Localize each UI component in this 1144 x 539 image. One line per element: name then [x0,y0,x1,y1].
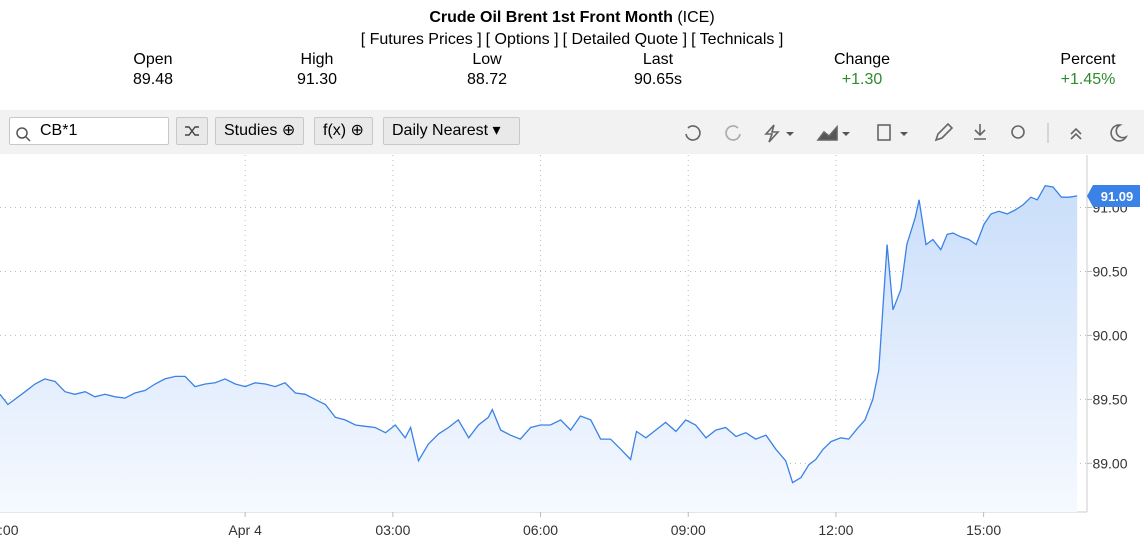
redo-icon[interactable] [725,125,741,141]
quote-value: 89.48 [132,71,174,88]
compare-button[interactable] [176,117,208,145]
y-tick-label: 89.00 [1092,455,1127,471]
x-tick-label: Apr 4 [228,522,262,538]
x-tick-label: 15:00 [966,522,1001,538]
header-link[interactable]: [ Futures Prices ] [360,31,482,48]
x-tick-label: 06:00 [523,522,558,538]
studies-label: Studies [224,122,278,139]
settings-icon[interactable] [1011,125,1025,139]
fx-label: f(x) [323,122,347,139]
collapse-icon[interactable] [1070,127,1082,140]
header-link[interactable]: [ Detailed Quote ] [562,31,688,48]
chart-type-icon[interactable] [816,124,838,141]
toolbar: CB*1 Studies ⊕ f(x) ⊕ Daily Nearest ▾ [0,110,1144,154]
quote-value: 88.72 [466,71,508,88]
quote-label: Change [833,51,891,68]
period-dropdown[interactable]: Daily Nearest ▾ [383,117,520,145]
theme-icon[interactable] [1110,124,1129,142]
x-tick-label: 03:00 [375,522,410,538]
toolbar-icons [685,122,1129,143]
price-line [0,184,1078,484]
area-fill [0,185,1078,512]
quote-label: Last [642,51,674,68]
header-link[interactable]: [ Technicals ] [691,31,784,48]
shuffle-icon [185,126,199,136]
quote-value: 91.30 [296,71,338,88]
title: Crude Oil Brent 1st Front Month [429,9,673,26]
quote-label: High [300,51,334,68]
y-tick-label: 90.00 [1092,327,1127,343]
symbol-search[interactable]: CB*1 [9,117,169,145]
quote-label: Low [472,51,502,68]
quote-label: Percent [1060,51,1116,68]
pencil-icon[interactable] [934,122,954,142]
x-tick-label: 09:00 [671,522,706,538]
exchange: (ICE) [677,9,715,26]
undo-icon[interactable] [685,125,701,141]
price-tag [1087,184,1140,207]
draw-icon[interactable] [764,124,780,143]
studies-button[interactable]: Studies ⊕ [215,117,305,145]
header-link[interactable]: [ Options ] [485,31,559,48]
search-icon [16,127,31,142]
quote-value: 90.65s [633,71,683,88]
layout-icon[interactable] [877,124,891,141]
download-icon[interactable] [974,124,986,140]
header-links: [ Futures Prices ][ Options ][ Detailed … [0,31,1144,49]
fx-button[interactable]: f(x) ⊕ [314,117,373,145]
y-tick-label: 89.50 [1092,391,1127,407]
price-tag-label: 91.09 [1101,189,1134,204]
header-title: Crude Oil Brent 1st Front Month (ICE) [0,9,1144,27]
quote-value: +1.45% [1060,71,1116,88]
x-tick-label: :00 [0,522,19,538]
y-tick-label: 90.50 [1092,263,1127,279]
x-tick-label: 12:00 [818,522,853,538]
period-label: Daily Nearest [392,122,489,139]
quote-label: Open [133,51,173,68]
quote-value: +1.30 [841,71,883,88]
